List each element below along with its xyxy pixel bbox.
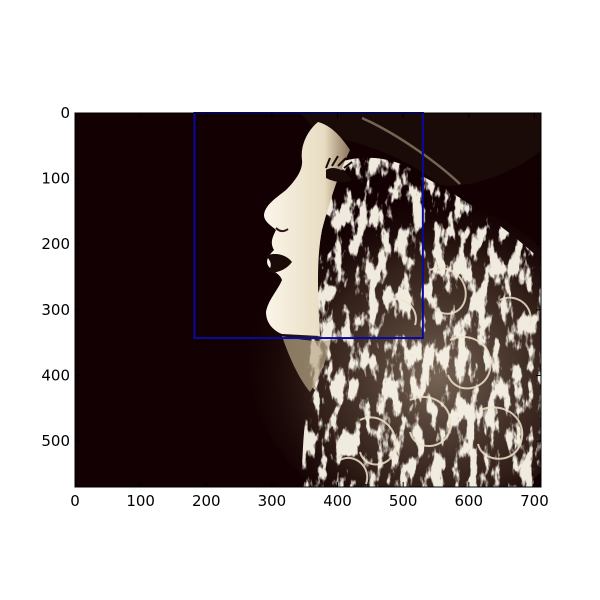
x-tick-label: 0	[70, 492, 80, 510]
curl-strokes	[339, 267, 532, 485]
y-tick-label: 0	[60, 104, 70, 122]
y-tick-label: 100	[41, 170, 70, 188]
hat-brim-highlight	[361, 116, 461, 185]
lips-shape	[266, 254, 292, 273]
y-tick-label: 500	[41, 432, 70, 450]
x-tick-label: 500	[389, 492, 418, 510]
x-tick-label: 400	[323, 492, 352, 510]
hat-shape	[300, 113, 541, 186]
eyelashes	[325, 155, 353, 169]
y-tick-label: 200	[41, 235, 70, 253]
x-tick-label: 300	[258, 492, 287, 510]
hair-texture	[299, 157, 541, 487]
eye-shape	[326, 168, 352, 183]
nostril-shape	[275, 227, 289, 233]
x-tick-label: 200	[192, 492, 221, 510]
x-tick-label: 100	[126, 492, 155, 510]
image-layer	[75, 113, 541, 487]
y-tick-label: 400	[41, 366, 70, 384]
x-tick-label: 700	[520, 492, 549, 510]
y-axis: 0 100 200 300 400 500	[41, 104, 541, 450]
axes-frame	[74, 112, 542, 488]
neck-shadow	[282, 336, 330, 392]
x-tick-label: 600	[454, 492, 483, 510]
y-tick-label: 300	[41, 301, 70, 319]
x-axis: 0 100 200 300 400 500 600 700	[70, 113, 549, 510]
